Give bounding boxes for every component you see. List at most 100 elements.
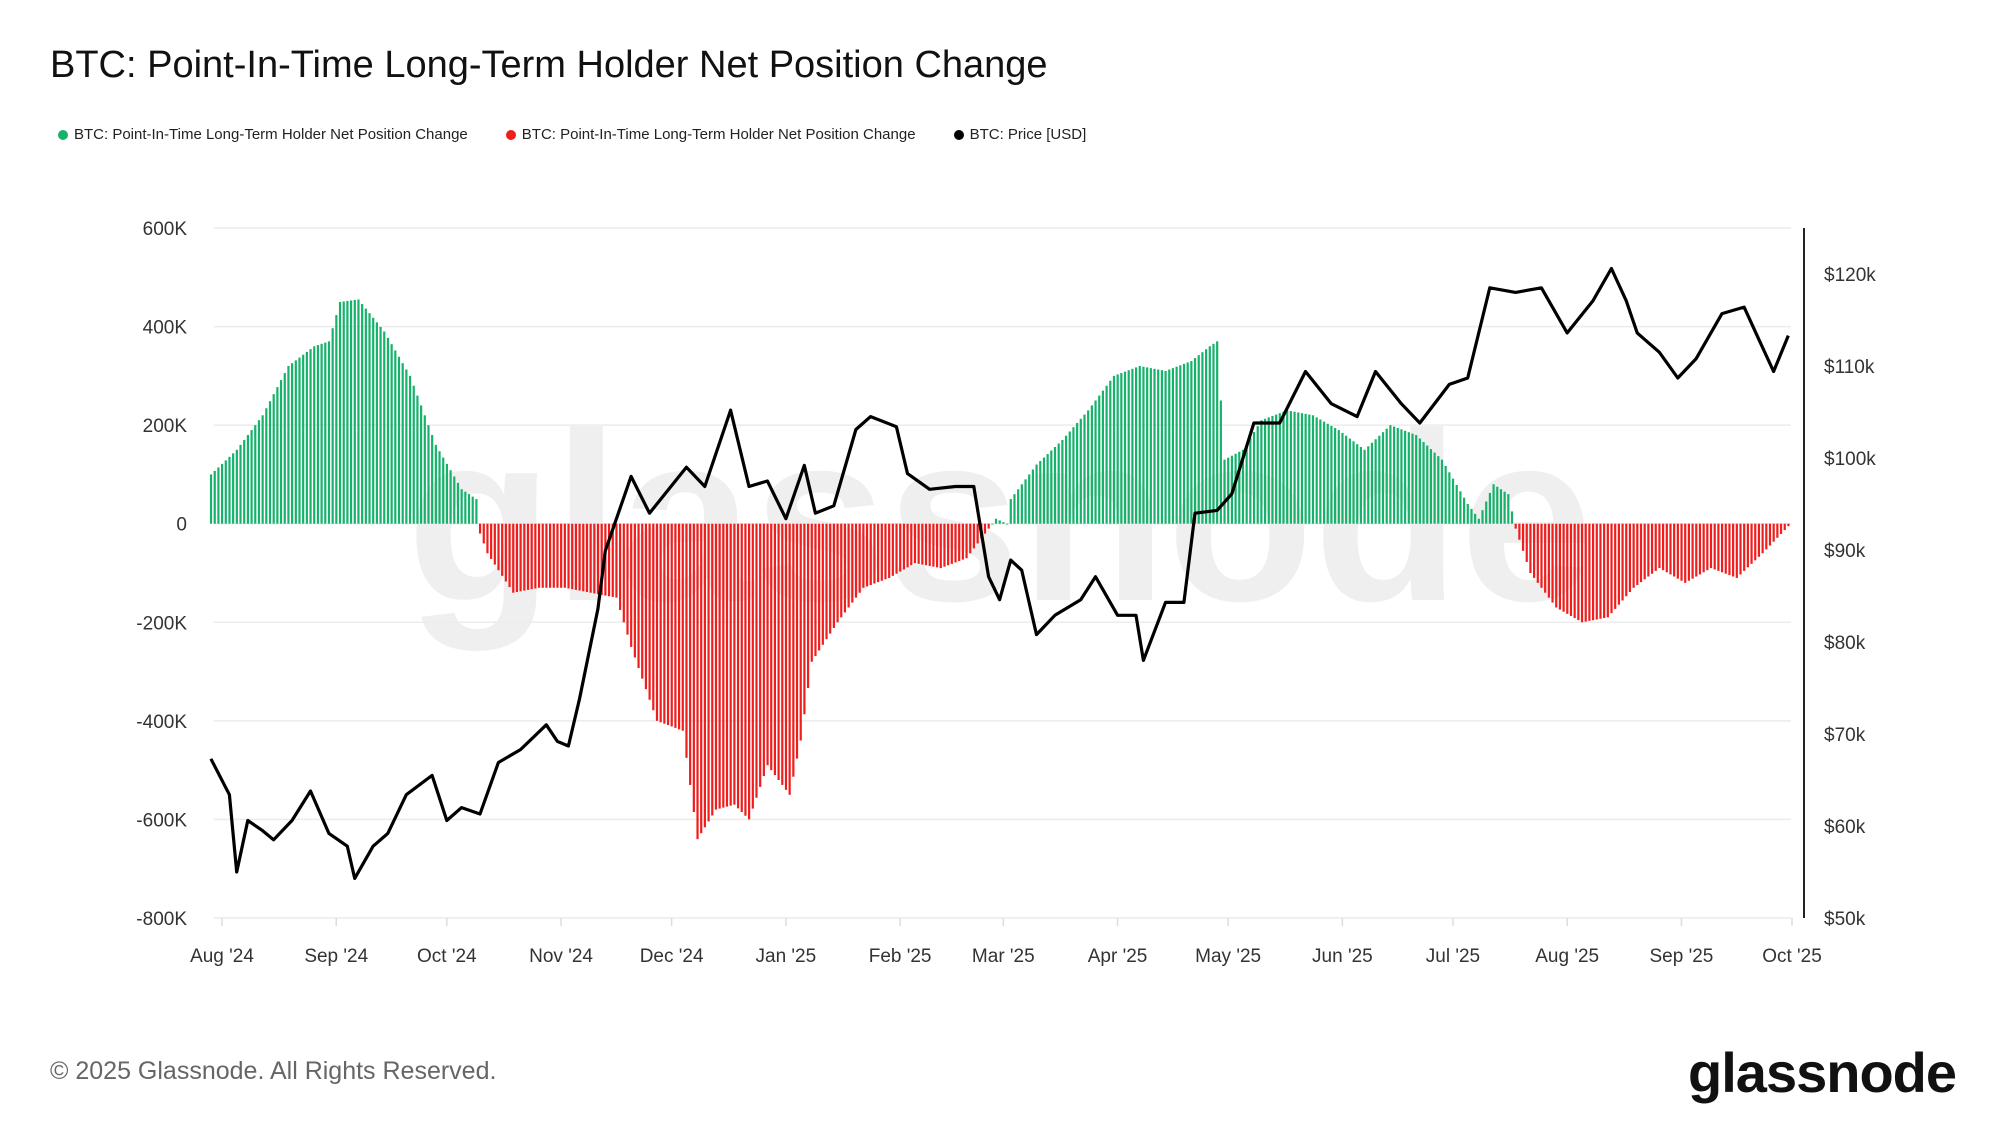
bar-positive: [1477, 518, 1480, 524]
bar-positive: [246, 435, 249, 524]
bar-positive: [1094, 400, 1097, 524]
bar-positive: [1374, 439, 1377, 524]
bar-positive: [1293, 411, 1296, 524]
bar-positive: [221, 463, 224, 524]
bar-positive: [291, 363, 294, 524]
bar-positive: [1205, 349, 1208, 524]
bar-negative: [1621, 523, 1624, 601]
bar-positive: [467, 494, 471, 524]
bar-negative: [508, 523, 511, 588]
bar-negative: [674, 523, 677, 728]
bar-negative: [784, 523, 788, 790]
bar-negative: [493, 523, 496, 565]
legend-item-price[interactable]: BTC: Price [USD]: [953, 126, 1086, 143]
bar-negative: [1566, 523, 1569, 614]
bar-positive: [287, 366, 290, 524]
bar-negative: [692, 523, 695, 813]
bar-negative: [1735, 523, 1738, 578]
right-axis-tick-label: $100k: [1824, 449, 1876, 470]
bar-negative: [574, 523, 578, 590]
bar-positive: [1064, 435, 1068, 524]
bar-positive: [1440, 459, 1444, 524]
bar-negative: [515, 523, 519, 593]
bar-positive: [375, 322, 378, 524]
bar-negative: [836, 523, 839, 623]
x-axis-tick-label: May '25: [1195, 946, 1261, 967]
left-axis-tick-label: -800K: [136, 909, 187, 930]
bar-positive: [1474, 513, 1477, 524]
legend-item-positive[interactable]: BTC: Point-In-Time Long-Term Holder Net …: [58, 126, 468, 143]
bar-negative: [530, 523, 533, 590]
bar-positive: [438, 451, 441, 524]
bar-negative: [596, 523, 600, 595]
bar-negative: [1547, 523, 1550, 598]
bar-positive: [460, 489, 463, 524]
bar-positive: [1448, 472, 1451, 524]
bar-negative: [1702, 523, 1705, 573]
bar-negative: [703, 523, 706, 828]
bar-positive: [1437, 456, 1440, 524]
bar-positive: [1138, 366, 1141, 524]
bar-negative: [1595, 523, 1598, 620]
bar-negative: [806, 523, 810, 688]
bar-positive: [1193, 358, 1197, 524]
bar-negative: [965, 523, 968, 559]
bar-positive: [386, 337, 390, 524]
bar-positive: [298, 357, 301, 524]
bar-negative: [619, 523, 622, 610]
copyright: © 2025 Glassnode. All Rights Reserved.: [50, 1057, 497, 1085]
left-axis-tick-label: 200K: [143, 416, 188, 437]
bar-negative: [549, 523, 552, 588]
bar-positive: [1164, 370, 1167, 524]
bar-negative: [843, 523, 847, 613]
bar-negative: [1617, 523, 1620, 605]
bar-negative: [1650, 523, 1654, 574]
bar-positive: [383, 331, 386, 524]
bar-positive: [471, 496, 474, 524]
bar-positive: [445, 463, 449, 524]
bar-negative: [1569, 523, 1573, 616]
bar-positive: [1197, 355, 1200, 524]
left-axis-tick-label: 600K: [143, 219, 188, 240]
bar-negative: [1743, 523, 1746, 571]
bar-positive: [1087, 410, 1090, 524]
bar-positive: [261, 415, 264, 524]
bar-positive: [420, 405, 423, 524]
bar-positive: [1496, 486, 1499, 524]
bar-negative: [1558, 523, 1562, 610]
bar-negative: [1687, 523, 1691, 581]
bar-negative: [711, 523, 714, 816]
right-axis-tick-label: $110k: [1824, 357, 1875, 378]
bar-negative: [534, 523, 537, 589]
bar-negative: [571, 523, 574, 590]
bar-positive: [276, 387, 279, 524]
bar-negative: [1562, 523, 1565, 612]
bar-negative: [501, 523, 504, 576]
bar-negative: [1636, 523, 1639, 585]
bar-positive: [1396, 427, 1399, 524]
bar-negative: [821, 523, 824, 645]
bar-positive: [1123, 371, 1127, 524]
bar-positive: [364, 308, 367, 524]
bar-positive: [217, 467, 220, 524]
bar-negative: [615, 523, 618, 598]
bar-positive: [239, 444, 242, 524]
bar-negative: [659, 523, 662, 723]
bar-negative: [803, 523, 806, 715]
bar-negative: [1750, 523, 1753, 564]
bar-positive: [349, 300, 353, 524]
bar-negative: [478, 523, 482, 534]
bar-negative: [854, 523, 858, 598]
bar-negative: [939, 523, 942, 569]
bar-negative: [585, 523, 589, 593]
bar-negative: [578, 523, 581, 591]
bar-positive: [1252, 432, 1256, 524]
bar-positive: [1286, 410, 1289, 524]
x-axis-tick-label: Sep '25: [1650, 946, 1714, 967]
legend-item-negative[interactable]: BTC: Point-In-Time Long-Term Holder Net …: [505, 126, 916, 143]
bar-positive: [302, 354, 305, 524]
bar-negative: [1555, 523, 1558, 608]
bar-positive: [1337, 430, 1340, 524]
bar-negative: [648, 523, 651, 700]
bar-negative: [1739, 523, 1742, 575]
